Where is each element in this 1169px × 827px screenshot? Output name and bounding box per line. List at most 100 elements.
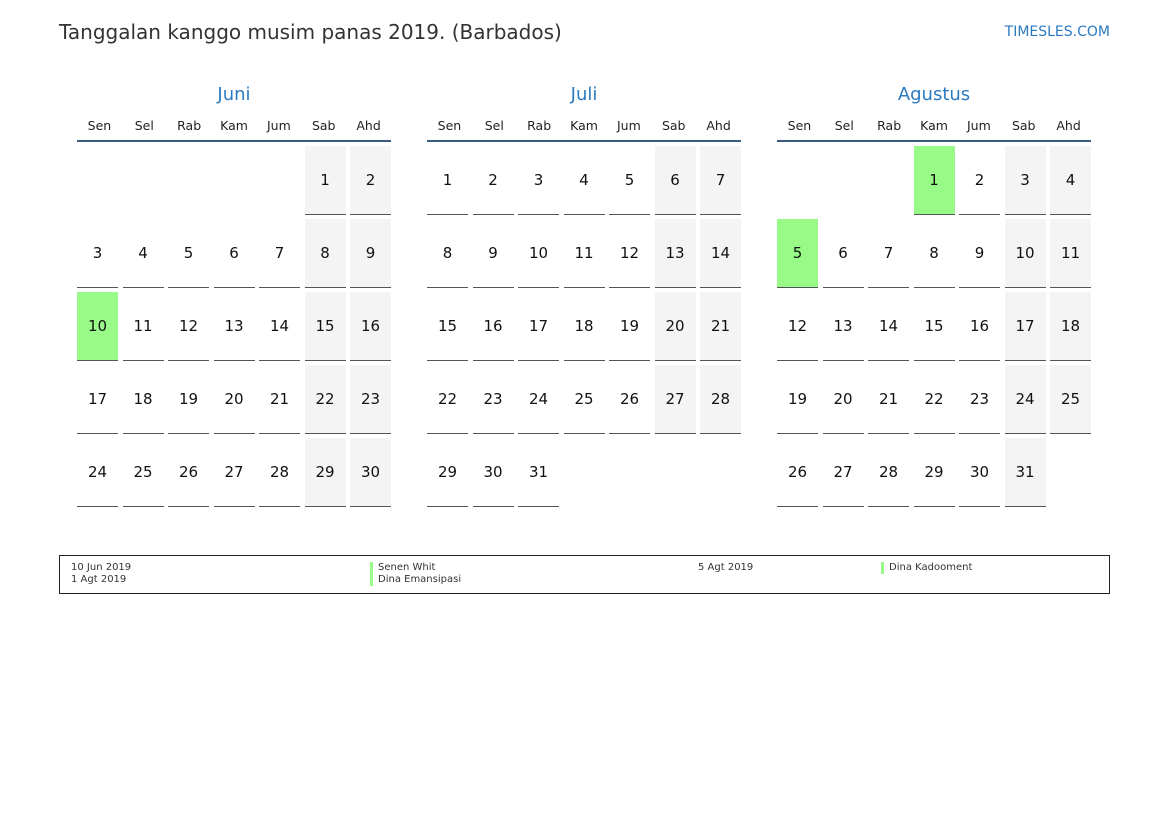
day-cell: 10 [518,219,559,288]
day-cell: 7 [259,219,300,288]
day-cell: 21 [700,292,741,361]
day-cell: 22 [427,365,468,434]
day-cell: 12 [609,219,650,288]
day-cell: 13 [822,292,864,361]
day-cell: 6 [822,219,864,288]
day-cell: 17 [518,292,559,361]
day-cell: 19 [609,292,650,361]
weekday-label: Jum [616,117,641,133]
day-cell: 16 [350,292,391,361]
day-cell: 24 [1004,365,1046,434]
month-agustus: Agustus Sen Sel Rab Kam Jum Sab Ahd 1 2 3 4 5 6 7 8 9 10 1… [777,84,1091,512]
weekday-label: Kam [570,117,598,133]
day-cell: 4 [1050,146,1091,215]
day-cell: 29 [427,438,468,507]
day-cell: 27 [213,438,255,507]
day-cell: 29 [913,438,955,507]
day-cell: 31 [518,438,559,507]
weekday-label: Sen [87,117,112,133]
day-cell: 30 [350,438,391,507]
weekday-label: Sel [484,117,504,133]
day-cell: 8 [913,219,955,288]
day-cell: 2 [472,146,514,215]
site-link[interactable]: TIMESLES.COM [1004,24,1110,40]
day-cell: 16 [472,292,514,361]
day-cell: 2 [959,146,1000,215]
day-cell: 1 [427,146,468,215]
day-cell: 10 [1004,219,1046,288]
day-cell: 11 [122,292,164,361]
day-cell: 30 [959,438,1000,507]
weekday-label: Ahd [706,117,731,133]
day-cell: 25 [563,365,605,434]
day-cell: 25 [1050,365,1091,434]
day-cell: 25 [122,438,164,507]
legend-name: Senen Whit [370,562,435,574]
day-cell: 13 [213,292,255,361]
month-name: Juni [217,84,251,105]
weekday-label: Sab [311,117,336,133]
day-cell: 17 [1004,292,1046,361]
day-cell: 30 [472,438,514,507]
day-cell: 16 [959,292,1000,361]
day-cell: 3 [1004,146,1046,215]
day-cell: 23 [959,365,1000,434]
day-cell: 18 [1050,292,1091,361]
day-cell: 23 [472,365,514,434]
day-cell: 8 [427,219,468,288]
day-cell: 18 [563,292,605,361]
day-cell: 9 [472,219,514,288]
weekday-header: Sen Sel Rab Kam Jum Sab Ahd [77,110,391,142]
day-cell: 7 [868,219,909,288]
day-cell: 5 [609,146,650,215]
day-cell: 6 [213,219,255,288]
day-cell: 14 [259,292,300,361]
weekday-label: Ahd [1056,117,1081,133]
day-cell: 5 [168,219,209,288]
weekday-label: Sab [1011,117,1036,133]
day-cell: 27 [822,438,864,507]
day-cell: 20 [213,365,255,434]
weekday-label: Sel [134,117,154,133]
day-cell: 4 [122,219,164,288]
page-title: Tanggalan kanggo musim panas 2019. (Barb… [59,20,562,44]
day-cell: 6 [654,146,696,215]
day-cell: 1 [304,146,346,215]
weekday-label: Rab [177,117,202,133]
day-cell: 22 [913,365,955,434]
day-cell: 31 [1004,438,1046,507]
day-cell: 26 [609,365,650,434]
day-cell: 3 [77,219,118,288]
weekday-header: Sen Sel Rab Kam Jum Sab Ahd [777,110,1091,142]
day-cell: 11 [1050,219,1091,288]
day-cell: 8 [304,219,346,288]
day-cell: 2 [350,146,391,215]
day-cell: 20 [654,292,696,361]
weekday-header: Sen Sel Rab Kam Jum Sab Ahd [427,110,741,142]
month-juni: Juni Sen Sel Rab Kam Jum Sab Ahd 1 2 3 4 5 6 7 8 9 10 11 12… [77,84,391,512]
day-cell: 15 [304,292,346,361]
holiday-day-cell: 1 [913,146,955,215]
weekday-label: Kam [220,117,248,133]
day-cell: 4 [563,146,605,215]
weekday-label: Sab [661,117,686,133]
day-cell: 15 [913,292,955,361]
legend-name: Dina Kadooment [881,562,972,574]
holiday-legend: 10 Jun 2019 1 Agt 2019 Senen Whit Dina E… [59,555,1110,594]
day-cell: 19 [777,365,818,434]
day-cell: 13 [654,219,696,288]
weekday-label: Sen [787,117,812,133]
day-cell: 26 [168,438,209,507]
month-juli: Juli Sen Sel Rab Kam Jum Sab Ahd 1 2 3 4 5 6 7 8 9 10 11 12… [427,84,741,512]
legend-name: Dina Emansipasi [370,574,461,586]
day-cell: 11 [563,219,605,288]
weekday-label: Jum [266,117,291,133]
holiday-day-cell: 5 [777,219,818,288]
legend-date: 1 Agt 2019 [71,574,127,585]
weekday-label: Rab [527,117,552,133]
day-cell: 27 [654,365,696,434]
day-cell: 14 [700,219,741,288]
day-cell: 7 [700,146,741,215]
day-cell: 23 [350,365,391,434]
weekday-label: Sel [834,117,854,133]
